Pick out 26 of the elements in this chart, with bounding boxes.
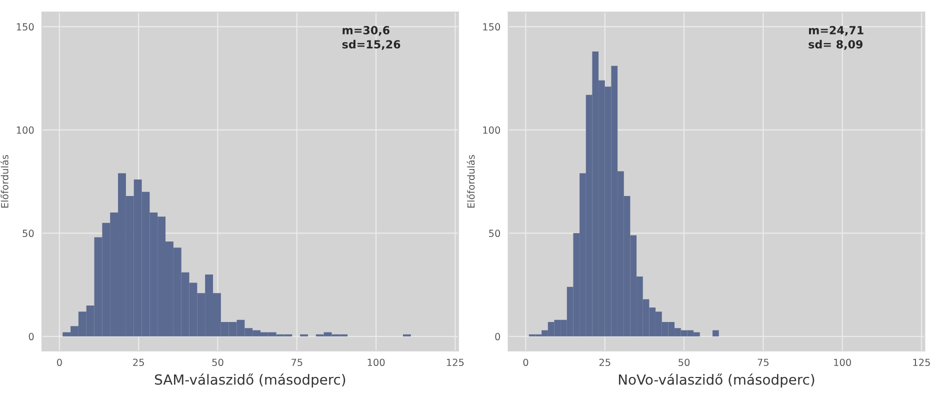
x-tick-label: 25 (133, 358, 144, 366)
x-tick-label: 100 (834, 358, 851, 366)
y-tick-label: 0 (28, 332, 34, 340)
y-tick-label: 50 (489, 230, 500, 238)
y-axis-title: Előfordulás (466, 155, 475, 208)
x-tick-label: 125 (913, 358, 930, 366)
y-tick-label: 50 (22, 230, 34, 238)
x-tick-label: 0 (56, 358, 62, 366)
x-tick-label: 50 (212, 358, 224, 366)
y-tick-label: 0 (495, 332, 500, 340)
y-tick-label: 150 (483, 23, 500, 31)
x-axis-title: SAM-válaszidő (másodperc) (154, 373, 346, 388)
x-tick-label: 50 (678, 358, 690, 366)
x-axis-title: NoVo-válaszidő (másodperc) (618, 373, 814, 388)
x-tick-label: 25 (599, 358, 610, 366)
x-tick-label: 0 (523, 358, 528, 366)
y-tick-label: 150 (16, 23, 34, 31)
x-tick-label: 125 (446, 358, 464, 366)
y-axis-title: Előfordulás (0, 155, 8, 208)
x-tick-label: 75 (758, 358, 769, 366)
x-tick-label: 100 (368, 358, 385, 366)
annotation: m=24,71 sd= 8,09 (808, 26, 864, 50)
y-tick-label: 100 (16, 126, 34, 134)
y-tick-label: 100 (483, 126, 500, 134)
x-tick-label: 75 (292, 358, 302, 366)
annotation: m=30,6 sd=15,26 (342, 26, 400, 50)
